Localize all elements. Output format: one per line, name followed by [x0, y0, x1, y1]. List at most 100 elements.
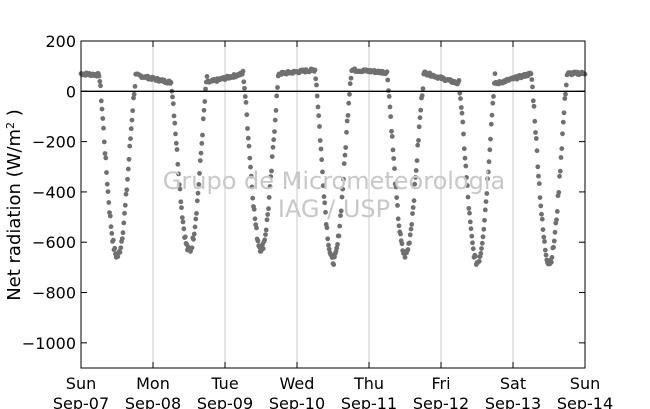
- data-point: [559, 146, 565, 152]
- data-point: [251, 206, 257, 212]
- data-point: [410, 211, 415, 217]
- data-point: [561, 110, 567, 116]
- x-tick-day-label: Sat: [500, 374, 526, 393]
- data-point: [197, 171, 202, 176]
- data-point: [125, 166, 131, 172]
- data-point: [268, 174, 274, 180]
- data-point: [463, 163, 469, 169]
- data-point: [344, 118, 350, 124]
- data-point: [196, 182, 202, 187]
- data-point: [465, 194, 471, 200]
- y-tick-label: −800: [32, 284, 76, 303]
- data-point: [109, 231, 115, 236]
- data-point: [386, 88, 391, 93]
- data-point: [315, 104, 321, 110]
- data-point: [320, 183, 326, 189]
- data-point: [341, 176, 346, 182]
- y-tick-label: 200: [45, 32, 76, 51]
- data-point: [172, 120, 178, 126]
- data-point: [338, 208, 344, 214]
- data-point: [560, 131, 565, 137]
- data-point: [414, 158, 420, 164]
- data-point: [248, 173, 254, 179]
- data-point: [411, 198, 417, 204]
- data-point: [389, 134, 395, 139]
- data-point: [102, 151, 108, 156]
- data-point: [484, 191, 490, 196]
- data-point: [530, 84, 535, 90]
- watermark-line: Grupo de Micrometeorologia: [163, 167, 505, 195]
- y-tick-label: 0: [66, 82, 76, 101]
- data-point: [107, 213, 113, 219]
- data-point: [242, 85, 247, 91]
- x-tick-day-label: Mon: [136, 374, 170, 393]
- data-point: [193, 216, 199, 222]
- plot-area-frame: [80, 40, 586, 369]
- vertical-gridlines: [152, 41, 514, 368]
- data-point: [556, 190, 562, 195]
- data-point: [342, 152, 348, 158]
- data-point: [255, 238, 261, 244]
- data-point: [460, 119, 466, 125]
- data-point: [407, 240, 412, 246]
- data-point: [473, 253, 478, 259]
- data-point: [274, 93, 280, 99]
- data-point: [456, 78, 462, 83]
- data-point: [317, 124, 322, 129]
- data-point: [121, 220, 127, 226]
- x-tick-day-label: Tue: [210, 374, 238, 393]
- data-point: [323, 209, 328, 215]
- data-point: [275, 85, 280, 90]
- data-point: [528, 71, 534, 77]
- data-point: [416, 138, 421, 143]
- data-point: [486, 159, 492, 165]
- data-point: [202, 99, 208, 104]
- data-point: [104, 170, 109, 175]
- data-point: [464, 175, 469, 180]
- data-point: [540, 227, 546, 233]
- data-point: [534, 148, 540, 154]
- y-tick-label: −1000: [22, 334, 76, 353]
- data-point: [417, 115, 423, 121]
- data-point: [341, 161, 347, 167]
- data-point: [266, 206, 271, 212]
- data-point: [125, 176, 130, 182]
- data-point: [171, 113, 177, 119]
- data-point: [122, 202, 128, 208]
- data-point: [120, 230, 126, 236]
- data-point: [242, 94, 248, 99]
- data-point: [390, 147, 396, 153]
- data-point: [194, 211, 199, 216]
- data-point: [254, 225, 259, 231]
- data-point: [326, 246, 332, 252]
- data-point: [416, 124, 422, 130]
- data-point: [543, 252, 549, 258]
- data-point: [551, 238, 557, 244]
- data-point: [119, 236, 125, 242]
- data-point: [468, 226, 474, 232]
- data-point: [408, 226, 414, 232]
- data-point: [466, 206, 472, 211]
- data-point: [398, 231, 403, 237]
- data-point: [98, 83, 103, 89]
- data-point: [482, 207, 488, 213]
- data-point: [541, 234, 547, 240]
- data-point: [458, 96, 463, 101]
- data-point: [458, 105, 464, 110]
- data-point: [269, 154, 275, 160]
- data-point: [197, 158, 203, 164]
- data-point: [201, 107, 207, 113]
- data-point: [176, 182, 182, 188]
- x-tick-date-label: Sep-11: [341, 394, 397, 409]
- data-point: [491, 94, 496, 99]
- data-point: [479, 240, 485, 246]
- data-point: [489, 112, 495, 118]
- data-point: [343, 145, 349, 150]
- data-point: [130, 108, 136, 114]
- data-point: [320, 169, 325, 175]
- data-point: [539, 216, 545, 222]
- data-point: [189, 245, 195, 251]
- data-point: [314, 93, 320, 99]
- data-point: [420, 86, 426, 91]
